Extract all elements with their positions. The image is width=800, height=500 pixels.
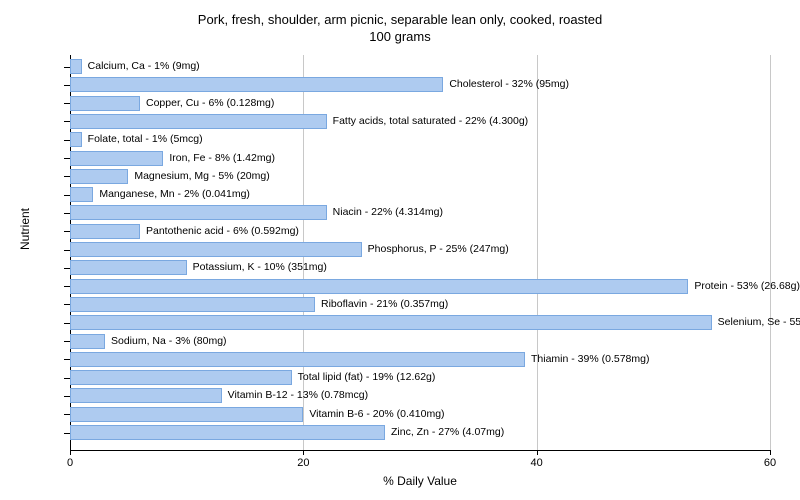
bar-row: Phosphorus, P - 25% (247mg) — [70, 242, 770, 257]
bar-row: Protein - 53% (26.68g) — [70, 279, 770, 294]
bar-row: Riboflavin - 21% (0.357mg) — [70, 297, 770, 312]
y-tick — [64, 341, 70, 342]
bar-row: Sodium, Na - 3% (80mg) — [70, 334, 770, 349]
bar-label: Riboflavin - 21% (0.357mg) — [321, 298, 448, 310]
y-tick — [64, 67, 70, 68]
bar-row: Niacin - 22% (4.314mg) — [70, 205, 770, 220]
bar — [70, 315, 712, 330]
bar-row: Total lipid (fat) - 19% (12.62g) — [70, 370, 770, 385]
bar-label: Protein - 53% (26.68g) — [694, 280, 800, 292]
title-line-1: Pork, fresh, shoulder, arm picnic, separ… — [198, 12, 602, 27]
bar — [70, 425, 385, 440]
y-tick — [64, 359, 70, 360]
bar — [70, 388, 222, 403]
bar-label: Total lipid (fat) - 19% (12.62g) — [298, 371, 436, 383]
bar-label: Fatty acids, total saturated - 22% (4.30… — [333, 115, 529, 127]
bar-row: Fatty acids, total saturated - 22% (4.30… — [70, 114, 770, 129]
bar — [70, 96, 140, 111]
bar — [70, 151, 163, 166]
bar-row: Potassium, K - 10% (351mg) — [70, 260, 770, 275]
y-tick — [64, 433, 70, 434]
y-tick — [64, 268, 70, 269]
y-tick — [64, 231, 70, 232]
bar-row: Iron, Fe - 8% (1.42mg) — [70, 151, 770, 166]
y-tick — [64, 140, 70, 141]
bar — [70, 132, 82, 147]
bar-label: Manganese, Mn - 2% (0.041mg) — [99, 188, 250, 200]
bar-label: Cholesterol - 32% (95mg) — [449, 78, 569, 90]
bar-label: Selenium, Se - 55% (38.5mcg) — [718, 316, 800, 328]
x-axis-title: % Daily Value — [383, 474, 457, 488]
y-tick — [64, 121, 70, 122]
bar-label: Vitamin B-6 - 20% (0.410mg) — [309, 408, 444, 420]
bar-row: Vitamin B-6 - 20% (0.410mg) — [70, 407, 770, 422]
x-tick-label: 40 — [531, 457, 543, 469]
x-tick-label: 20 — [297, 457, 309, 469]
grid-line — [770, 55, 771, 450]
bar — [70, 77, 443, 92]
bar-row: Pantothenic acid - 6% (0.592mg) — [70, 224, 770, 239]
chart-container: Pork, fresh, shoulder, arm picnic, separ… — [0, 0, 800, 500]
bar-label: Copper, Cu - 6% (0.128mg) — [146, 97, 274, 109]
bar-label: Sodium, Na - 3% (80mg) — [111, 335, 227, 347]
bar-label: Vitamin B-12 - 13% (0.78mcg) — [228, 389, 368, 401]
y-tick — [64, 158, 70, 159]
y-tick — [64, 103, 70, 104]
bar-label: Folate, total - 1% (5mcg) — [88, 133, 203, 145]
bar-row: Zinc, Zn - 27% (4.07mg) — [70, 425, 770, 440]
y-tick — [64, 414, 70, 415]
title-line-2: 100 grams — [369, 29, 430, 44]
bar-row: Thiamin - 39% (0.578mg) — [70, 352, 770, 367]
x-tick-label: 60 — [764, 457, 776, 469]
y-tick — [64, 396, 70, 397]
bar-label: Pantothenic acid - 6% (0.592mg) — [146, 225, 299, 237]
x-tick — [770, 450, 771, 455]
bar-row: Magnesium, Mg - 5% (20mg) — [70, 169, 770, 184]
bar-label: Niacin - 22% (4.314mg) — [333, 206, 443, 218]
bar — [70, 370, 292, 385]
bar-row: Folate, total - 1% (5mcg) — [70, 132, 770, 147]
bar-row: Copper, Cu - 6% (0.128mg) — [70, 96, 770, 111]
bar-label: Thiamin - 39% (0.578mg) — [531, 353, 649, 365]
bar-label: Magnesium, Mg - 5% (20mg) — [134, 170, 269, 182]
y-tick — [64, 304, 70, 305]
bar-label: Calcium, Ca - 1% (9mg) — [88, 60, 200, 72]
bar — [70, 297, 315, 312]
bar-row: Vitamin B-12 - 13% (0.78mcg) — [70, 388, 770, 403]
bar-row: Selenium, Se - 55% (38.5mcg) — [70, 315, 770, 330]
bar-row: Calcium, Ca - 1% (9mg) — [70, 59, 770, 74]
y-tick — [64, 85, 70, 86]
bar — [70, 260, 187, 275]
bar-label: Zinc, Zn - 27% (4.07mg) — [391, 426, 504, 438]
bar — [70, 407, 303, 422]
x-axis — [70, 450, 770, 451]
y-tick — [64, 378, 70, 379]
bar — [70, 114, 327, 129]
y-tick — [64, 195, 70, 196]
bar-row: Cholesterol - 32% (95mg) — [70, 77, 770, 92]
y-tick — [64, 176, 70, 177]
y-tick — [64, 323, 70, 324]
bar — [70, 352, 525, 367]
bar — [70, 242, 362, 257]
bar — [70, 169, 128, 184]
y-tick — [64, 286, 70, 287]
bar — [70, 279, 688, 294]
bar-label: Phosphorus, P - 25% (247mg) — [368, 243, 509, 255]
y-tick — [64, 213, 70, 214]
bar — [70, 187, 93, 202]
y-axis-title: Nutrient — [18, 208, 32, 250]
chart-title: Pork, fresh, shoulder, arm picnic, separ… — [0, 0, 800, 46]
bar-row: Manganese, Mn - 2% (0.041mg) — [70, 187, 770, 202]
bar — [70, 59, 82, 74]
bar — [70, 205, 327, 220]
bar — [70, 224, 140, 239]
bar-label: Iron, Fe - 8% (1.42mg) — [169, 152, 275, 164]
y-tick — [64, 250, 70, 251]
bars-region: 0204060% Daily ValueCalcium, Ca - 1% (9m… — [70, 55, 770, 450]
bar-label: Potassium, K - 10% (351mg) — [193, 261, 327, 273]
x-tick-label: 0 — [67, 457, 73, 469]
bar — [70, 334, 105, 349]
plot-area: 0204060% Daily ValueCalcium, Ca - 1% (9m… — [70, 55, 770, 450]
